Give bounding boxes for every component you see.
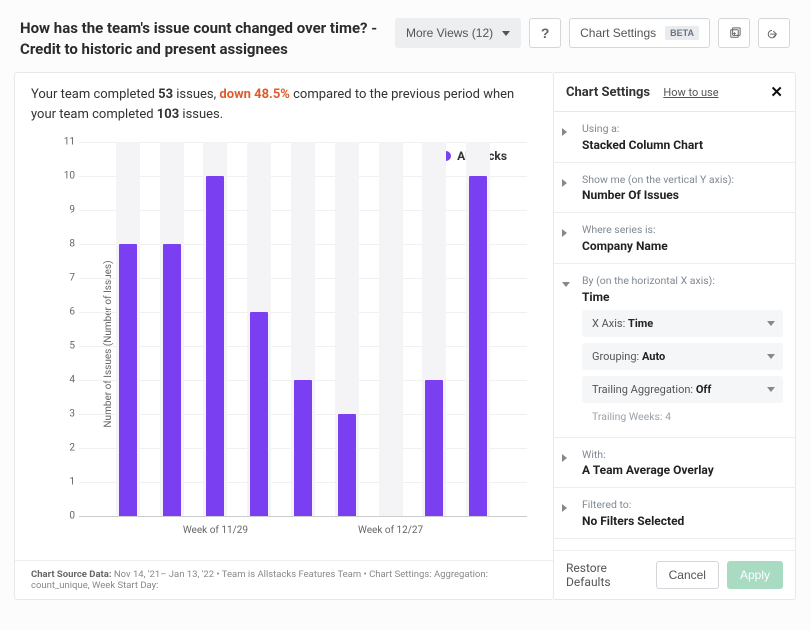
duplicate-button[interactable] bbox=[718, 18, 750, 48]
chart-panel: Your team completed 53 issues, down 48.5… bbox=[14, 72, 554, 600]
restore-defaults-link[interactable]: Restore Defaults bbox=[566, 561, 648, 589]
chart-bar[interactable] bbox=[338, 414, 356, 516]
xaxis-select[interactable]: X Axis: Time bbox=[582, 310, 783, 337]
settings-section-yaxis[interactable]: Show me (on the vertical Y axis): Number… bbox=[554, 163, 795, 214]
share-icon bbox=[767, 26, 782, 41]
chart: Allstacks Number of Issues (Number of Is… bbox=[31, 134, 537, 554]
y-tick: 6 bbox=[55, 307, 75, 318]
chevron-down-icon bbox=[502, 31, 510, 36]
y-tick: 9 bbox=[55, 205, 75, 216]
settings-section-filtered[interactable]: Filtered to: No Filters Selected bbox=[554, 488, 795, 539]
chart-bar[interactable] bbox=[250, 312, 268, 516]
trailing-weeks-note: Trailing Weeks: 4 bbox=[582, 403, 783, 427]
delta-value: down 48.5% bbox=[219, 87, 289, 102]
chart-bar[interactable] bbox=[294, 380, 312, 516]
more-views-label: More Views (12) bbox=[406, 26, 493, 40]
chevron-down-icon bbox=[767, 354, 775, 359]
chart-settings-button[interactable]: Chart Settings BETA bbox=[569, 18, 710, 48]
y-tick: 3 bbox=[55, 409, 75, 420]
chevron-down-icon bbox=[767, 387, 775, 392]
chart-bar[interactable] bbox=[119, 244, 137, 516]
settings-title: Chart Settings bbox=[566, 85, 650, 100]
close-icon[interactable]: ✕ bbox=[770, 83, 783, 101]
summary-text: Your team completed 53 issues, down 48.5… bbox=[31, 85, 537, 124]
chevron-right-icon bbox=[562, 179, 567, 187]
chart-bar[interactable] bbox=[469, 176, 487, 516]
apply-button[interactable]: Apply bbox=[727, 561, 783, 589]
settings-section-xaxis[interactable]: By (on the horizontal X axis): Time X Ax… bbox=[554, 264, 795, 438]
y-tick: 5 bbox=[55, 341, 75, 352]
chevron-right-icon bbox=[562, 229, 567, 237]
x-tick: Week of 11/29 bbox=[183, 525, 248, 536]
trailing-aggregation-select[interactable]: Trailing Aggregation: Off bbox=[582, 376, 783, 403]
y-tick: 11 bbox=[55, 137, 75, 148]
how-to-use-link[interactable]: How to use bbox=[663, 86, 718, 99]
chevron-down-icon bbox=[767, 321, 775, 326]
chevron-right-icon bbox=[562, 128, 567, 136]
y-tick: 2 bbox=[55, 443, 75, 454]
chevron-down-icon bbox=[562, 282, 570, 287]
more-views-dropdown[interactable]: More Views (12) bbox=[395, 18, 521, 48]
chevron-right-icon bbox=[562, 454, 567, 462]
y-tick: 8 bbox=[55, 239, 75, 250]
chart-bar[interactable] bbox=[206, 176, 224, 516]
chart-plot-area: 01234567891011Week of 11/29Week of 12/27 bbox=[79, 142, 527, 516]
page-title: How has the team's issue count changed o… bbox=[20, 18, 387, 60]
chevron-right-icon bbox=[562, 504, 567, 512]
help-button[interactable]: ? bbox=[529, 18, 561, 48]
y-tick: 0 bbox=[55, 511, 75, 522]
y-tick: 7 bbox=[55, 273, 75, 284]
y-tick: 1 bbox=[55, 477, 75, 488]
chart-bar[interactable] bbox=[163, 244, 181, 516]
settings-section-series[interactable]: Where series is: Company Name bbox=[554, 213, 795, 264]
grouping-select[interactable]: Grouping: Auto bbox=[582, 343, 783, 370]
cancel-button[interactable]: Cancel bbox=[656, 561, 719, 589]
beta-badge: BETA bbox=[665, 26, 699, 40]
question-icon: ? bbox=[541, 25, 550, 41]
y-tick: 4 bbox=[55, 375, 75, 386]
share-button[interactable] bbox=[758, 18, 790, 48]
settings-section-using[interactable]: Using a: Stacked Column Chart bbox=[554, 112, 795, 163]
x-tick: Week of 12/27 bbox=[358, 525, 423, 536]
y-tick: 10 bbox=[55, 171, 75, 182]
chart-settings-panel: Chart Settings How to use ✕ Using a: Sta… bbox=[554, 72, 796, 600]
copy-icon bbox=[727, 26, 742, 41]
chart-settings-label: Chart Settings bbox=[580, 26, 656, 40]
settings-section-with[interactable]: With: A Team Average Overlay bbox=[554, 438, 795, 489]
chart-bar[interactable] bbox=[425, 380, 443, 516]
chart-source-note: Chart Source Data: Nov 14, '21– Jan 13, … bbox=[15, 560, 553, 591]
